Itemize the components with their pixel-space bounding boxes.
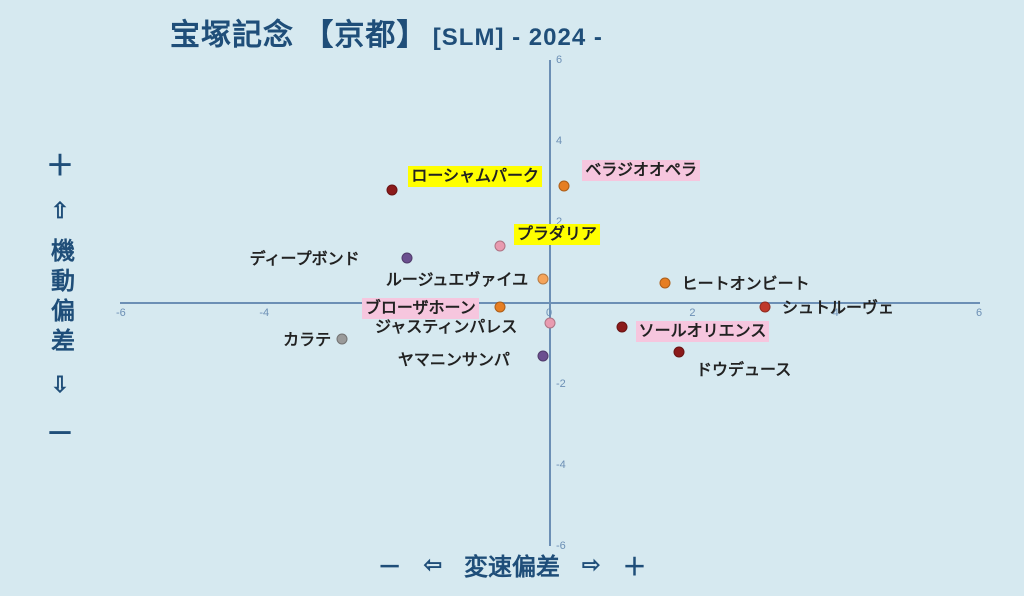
data-point [387,184,398,195]
y-plus-symbol: ＋ [46,144,74,184]
x-tick-label: 2 [689,307,695,319]
data-point-label: ディープボンド [247,249,363,270]
scatter-plot: -6-4-20246-6-4-2246ベラジオオペラローシャムパークプラダリアデ… [120,60,980,546]
title-sub: [SLM] - 2024 - [433,24,603,51]
data-point-label: シュトルーヴェ [779,298,897,319]
data-point-label: ヤマニンサンパ [395,350,513,371]
data-point-label: ベラジオオペラ [582,160,700,181]
y-arrow-up-icon: ⇧ [51,198,69,224]
x-minus-symbol: － [378,547,402,582]
data-point-label: プラダリア [514,224,600,245]
data-point [337,334,348,345]
data-point [760,302,771,313]
y-minus-symbol: － [46,412,74,452]
y-tick-label: 4 [556,135,562,147]
data-point-label: ソールオリエンス [636,321,770,342]
data-point-label: ローシャムパーク [408,166,542,187]
data-point-label: ヒートオンビート [679,274,813,295]
data-point [401,253,412,264]
data-point [659,277,670,288]
data-point-label: ブローザホーン [362,298,479,319]
data-point [494,241,505,252]
y-tick-label: 6 [556,54,562,66]
data-point [537,273,548,284]
y-tick-label: -4 [556,459,566,471]
x-tick-label: 6 [976,307,982,319]
data-point [674,346,685,357]
data-point-label: ドウデュース [693,360,794,381]
data-point [537,350,548,361]
x-arrow-right-icon: ⇨ [582,552,600,578]
data-point-label: カラテ [280,330,334,351]
y-axis-label: 機動偏差 [43,238,78,358]
x-tick-label: -6 [116,307,126,319]
x-tick-label: -4 [259,307,269,319]
x-axis-label-group: － ⇦ 変速偏差 ⇨ ＋ [0,547,1024,582]
chart-title: 宝塚記念 【京都】 [SLM] - 2024 - [170,10,603,54]
data-point [559,180,570,191]
y-axis-label-group: ＋ ⇧ 機動偏差 ⇩ － [30,0,90,596]
title-main: 宝塚記念 【京都】 [170,19,427,52]
x-arrow-left-icon: ⇦ [424,552,442,578]
data-point [545,318,556,329]
data-point-label: ジャスティンパレス [372,317,520,338]
x-plus-symbol: ＋ [622,547,646,582]
y-tick-label: -6 [556,540,566,552]
data-point [494,302,505,313]
data-point-label: ルージュエヴァイユ [383,270,531,291]
x-axis-label: 変速偏差 [464,547,560,582]
y-tick-label: -2 [556,378,566,390]
y-axis-line [549,60,551,546]
data-point [616,322,627,333]
y-arrow-down-icon: ⇩ [51,372,69,398]
